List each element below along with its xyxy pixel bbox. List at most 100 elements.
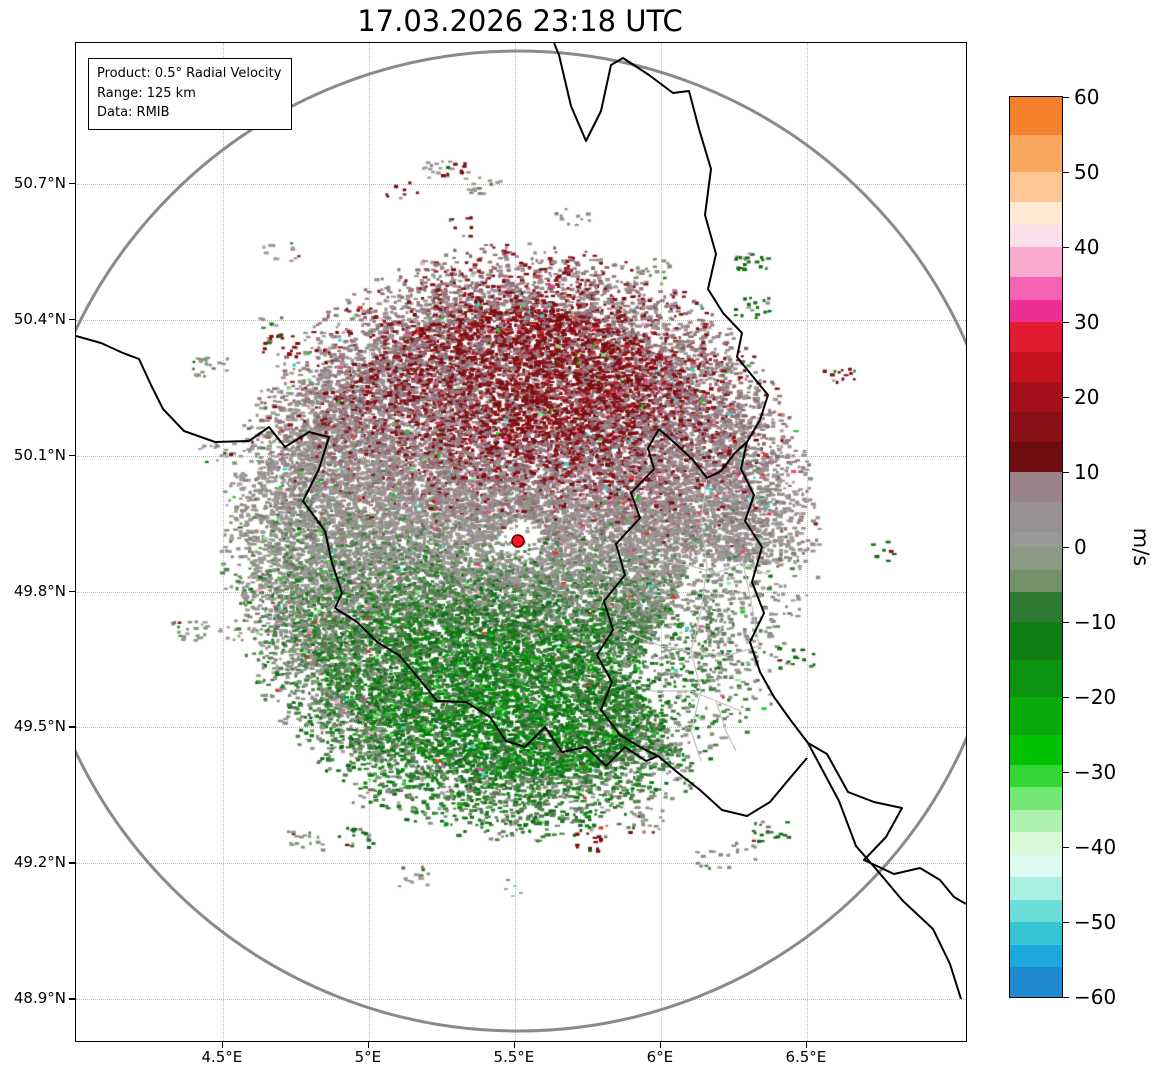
colorbar-tick-label: −50: [1074, 910, 1117, 934]
x-tick-mark: [805, 1042, 808, 1048]
colorbar-segment: [1010, 202, 1062, 226]
x-tick-mark: [659, 1042, 662, 1048]
border-southeast: [807, 742, 962, 1000]
colorbar-segment: [1010, 809, 1062, 833]
colorbar-tick-mark: [1063, 847, 1069, 849]
colorbar-segment: [1010, 787, 1062, 811]
border-luxembourg-west: [596, 428, 660, 757]
colorbar-tick-mark: [1063, 322, 1069, 324]
colorbar-segment: [1010, 734, 1062, 766]
y-tick-label: 49.8°N: [13, 581, 66, 600]
colorbar-tick-label: 10: [1074, 460, 1100, 484]
colorbar-tick-mark: [1063, 247, 1069, 249]
colorbar-tick-label: 40: [1074, 235, 1100, 259]
border-luxembourg-north: [658, 428, 748, 479]
colorbar-segment: [1010, 532, 1062, 548]
y-tick-mark: [69, 590, 75, 592]
x-tick-label: 5.5°E: [493, 1048, 535, 1066]
colorbar-tick-mark: [1063, 922, 1069, 924]
colorbar-segment: [1010, 697, 1062, 736]
colorbar-segment: [1010, 622, 1062, 661]
colorbar-tick-mark: [1063, 472, 1069, 474]
colorbar-segment: [1010, 352, 1062, 383]
colorbar-segment: [1010, 172, 1062, 203]
colorbar-segment: [1010, 877, 1062, 901]
x-tick-mark: [367, 1042, 370, 1048]
colorbar-tick-mark: [1063, 697, 1069, 699]
colorbar-segment: [1010, 944, 1062, 968]
colorbar-tick-mark: [1063, 172, 1069, 174]
info-range: Range: 125 km: [97, 85, 196, 101]
colorbar-segment: [1010, 299, 1062, 323]
colorbar-segment: [1010, 547, 1062, 571]
colorbar-segment: [1010, 134, 1062, 173]
x-tick-mark: [513, 1042, 516, 1048]
y-tick-mark: [69, 862, 75, 864]
colorbar-tick-label: 50: [1074, 160, 1100, 184]
colorbar-segment: [1010, 97, 1062, 136]
colorbar-unit-label: m/s: [1129, 527, 1153, 567]
colorbar-tick-mark: [1063, 997, 1069, 999]
district-borders: [624, 477, 770, 762]
colorbar-tick-label: −20: [1074, 685, 1117, 709]
colorbar-segment: [1010, 592, 1062, 623]
y-tick-mark: [69, 318, 75, 321]
colorbar-tick-mark: [1063, 397, 1069, 399]
colorbar-segment: [1010, 277, 1062, 301]
info-product: Product: 0.5° Radial Velocity: [97, 66, 282, 81]
colorbar-tick-label: −60: [1074, 985, 1117, 1009]
colorbar-segment: [1010, 502, 1062, 533]
colorbar-tick-label: 60: [1074, 85, 1100, 109]
colorbar-segment: [1010, 322, 1062, 353]
y-tick-label: 50.4°N: [13, 309, 66, 328]
colorbar-segment: [1010, 832, 1062, 856]
colorbar-segment: [1010, 659, 1062, 698]
colorbar-segment: [1010, 764, 1062, 788]
colorbar-segment: [1010, 224, 1062, 248]
colorbar-segment: [1010, 442, 1062, 473]
colorbar-tick-label: 30: [1074, 310, 1100, 334]
y-tick-label: 49.2°N: [13, 853, 66, 872]
colorbar-tick-mark: [1063, 97, 1069, 99]
border-east: [553, 43, 966, 905]
map-plot-area: Product: 0.5° Radial Velocity Range: 125…: [75, 42, 967, 1042]
colorbar-segment: [1010, 472, 1062, 503]
y-tick-label: 50.1°N: [13, 445, 66, 464]
x-tick-label: 4.5°E: [201, 1048, 243, 1066]
y-tick-mark: [69, 726, 75, 728]
colorbar-segment: [1010, 854, 1062, 878]
country-borders: [76, 43, 966, 1000]
y-tick-label: 48.9°N: [13, 989, 66, 1008]
colorbar-tick-label: 0: [1074, 535, 1087, 559]
y-tick-mark: [69, 454, 75, 456]
colorbar-segment: [1010, 569, 1062, 593]
x-tick-label: 6.5°E: [785, 1048, 827, 1066]
product-info-box: Product: 0.5° Radial Velocity Range: 125…: [88, 58, 293, 130]
figure-title: 17.03.2026 23:18 UTC: [357, 4, 683, 38]
info-source: Data: RMIB: [97, 105, 170, 120]
colorbar-segment: [1010, 922, 1062, 946]
colorbar-segment: [1010, 899, 1062, 923]
radar-site-marker: [511, 534, 525, 548]
colorbar-segment: [1010, 382, 1062, 413]
country-borders-layer: [76, 43, 966, 1000]
y-tick-label: 49.5°N: [13, 717, 66, 736]
colorbar-tick-mark: [1063, 772, 1069, 774]
x-tick-mark: [221, 1042, 224, 1048]
colorbar-segment: [1010, 247, 1062, 278]
colorbar-tick-label: −10: [1074, 610, 1117, 634]
colorbar-tick-label: −30: [1074, 760, 1117, 784]
x-tick-label: 6°E: [646, 1048, 674, 1066]
y-tick-mark: [69, 998, 75, 1000]
colorbar-tick-label: 20: [1074, 385, 1100, 409]
colorbar: [1009, 96, 1063, 998]
x-tick-label: 5°E: [354, 1048, 382, 1066]
colorbar-tick-mark: [1063, 622, 1069, 624]
y-tick-label: 50.7°N: [13, 173, 66, 192]
y-tick-mark: [69, 182, 75, 185]
colorbar-tick-label: −40: [1074, 835, 1117, 859]
border-southwest: [76, 335, 808, 817]
colorbar-tick-mark: [1063, 547, 1069, 549]
colorbar-segment: [1010, 967, 1062, 997]
